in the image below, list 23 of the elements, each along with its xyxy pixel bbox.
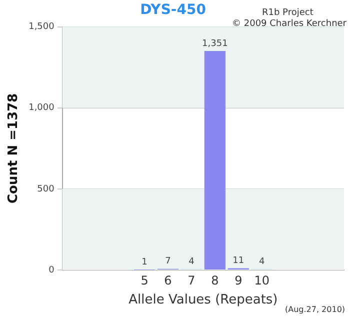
y-axis-title: Count N =1378 (6, 93, 22, 204)
data-label: 1 (142, 258, 148, 268)
text: R1b Project (262, 8, 314, 18)
y-tick-label: 1,500 (28, 22, 55, 32)
x-tick-label: 10 (254, 273, 270, 288)
x-tick-label: 8 (211, 273, 219, 288)
data-label: 1,351 (202, 38, 228, 49)
data-label: 4 (188, 257, 195, 268)
x-tick-label: 9 (234, 273, 242, 288)
y-tick-label: 500 (37, 184, 55, 194)
y-tick-label: 1,000 (28, 103, 55, 114)
y-tick-label: 0 (48, 265, 55, 276)
data-label: 7 (165, 256, 171, 267)
x-tick-label: 7 (188, 273, 196, 288)
annotation: © 2009 Charles Kerchner (232, 19, 347, 29)
data-label: 11 (232, 256, 244, 266)
data-label: 4 (258, 257, 265, 268)
x-axis-title: Allele Values (Repeats) (128, 292, 278, 308)
x-tick-label: 6 (164, 273, 172, 288)
text: (Aug.27, 2010) (285, 305, 346, 314)
x-tick-label: 5 (140, 273, 148, 288)
bar (204, 50, 226, 270)
chart-title: DYS-450 (140, 2, 206, 18)
